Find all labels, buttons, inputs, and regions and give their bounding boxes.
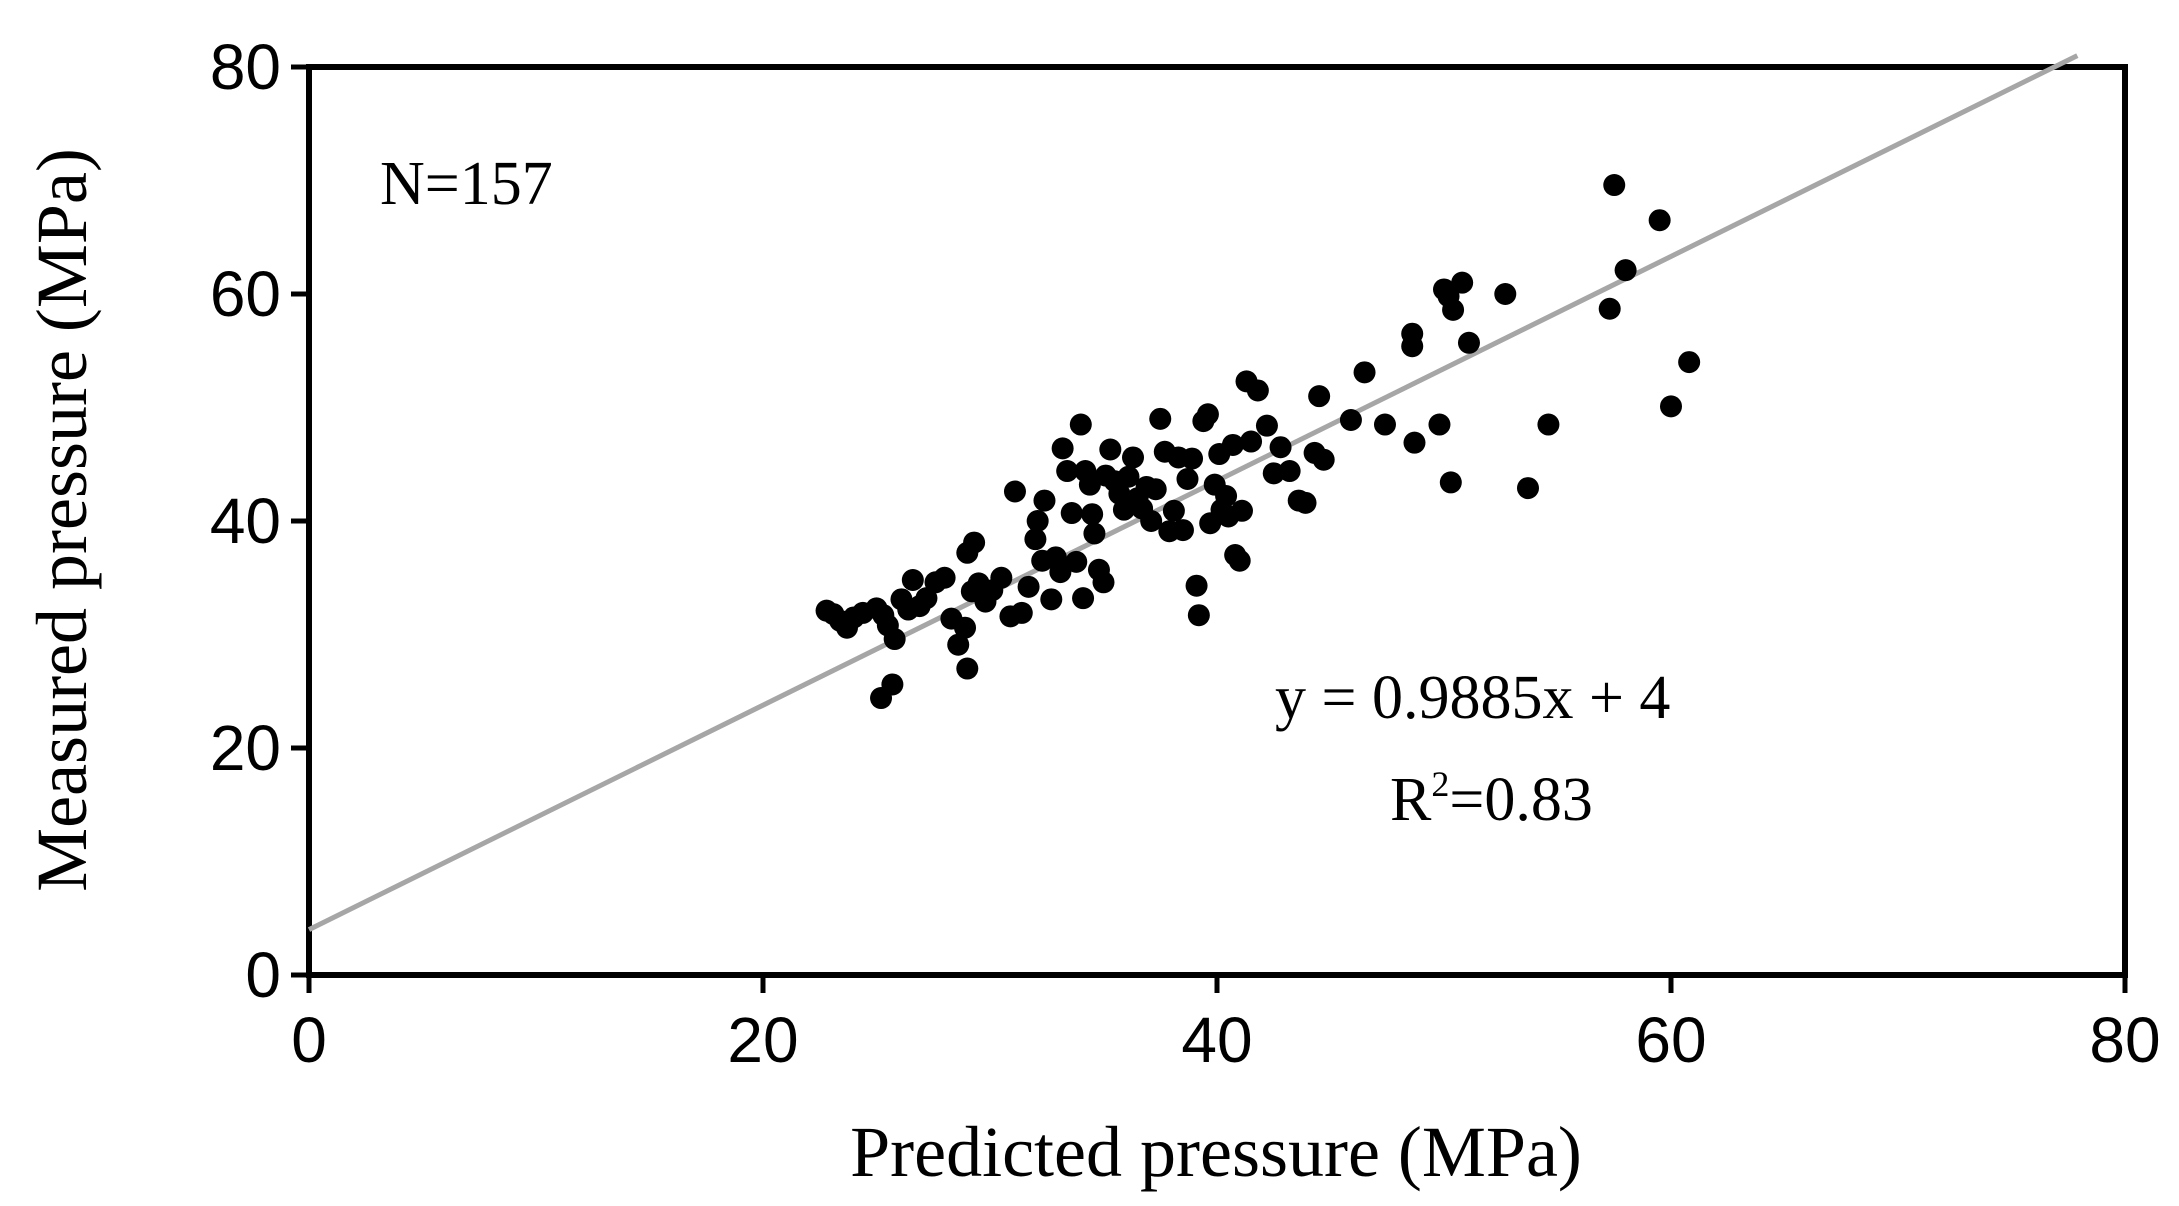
- scatter-point-121: [1678, 351, 1701, 374]
- scatter-point-45: [1065, 550, 1088, 573]
- scatter-point-120: [1660, 395, 1682, 418]
- y-tick-label: 80: [210, 31, 281, 103]
- scatter-point-114: [1516, 477, 1539, 500]
- scatter-point-26: [956, 657, 979, 680]
- scatter-point-51: [1083, 522, 1106, 545]
- fit-line-layer: [307, 53, 2079, 932]
- scatter-point-87: [1230, 499, 1253, 522]
- scatter-point-47: [1072, 587, 1095, 610]
- scatter-point-60: [1122, 446, 1145, 469]
- scatter-point-41: [1049, 561, 1072, 584]
- scatter-point-104: [1401, 335, 1424, 358]
- scatter-point-91: [1255, 414, 1278, 437]
- r-squared-exponent: 2: [1431, 764, 1449, 804]
- regression-fit-line: [307, 53, 2079, 932]
- scatter-point-42: [1051, 437, 1074, 460]
- scatter-point-43: [1056, 460, 1079, 483]
- scatter-point-119: [1648, 209, 1671, 232]
- scatter-point-84: [1221, 433, 1244, 456]
- scatter-point-111: [1451, 271, 1474, 294]
- scatter-point-116: [1598, 297, 1621, 320]
- scatter-point-100: [1339, 408, 1362, 431]
- scatter-point-66: [1149, 407, 1172, 430]
- scatter-point-89: [1240, 430, 1263, 453]
- r-squared-value: =0.83: [1449, 766, 1592, 834]
- scatter-point-15: [901, 569, 924, 592]
- scatter-point-73: [1181, 447, 1204, 470]
- scatter-point-106: [1428, 413, 1451, 436]
- regression-equation: y = 0.9885x + 4: [1275, 664, 1670, 732]
- scatter-point-32: [1003, 480, 1026, 503]
- scatter-point-72: [1176, 468, 1199, 491]
- scatter-point-86: [1228, 549, 1251, 572]
- scatter-point-93: [1269, 436, 1292, 459]
- scatter-point-34: [1017, 575, 1040, 598]
- y-tick-label: 0: [245, 939, 281, 1011]
- scatter-point-109: [1442, 298, 1465, 321]
- scatter-point-102: [1373, 413, 1396, 436]
- y-tick-label: 20: [210, 712, 281, 784]
- scatter-point-99: [1312, 448, 1335, 471]
- x-tick-label: 0: [291, 1004, 327, 1076]
- x-axis-title: Predicted pressure (MPa): [850, 1112, 1582, 1192]
- x-tick-label: 80: [2089, 1004, 2160, 1076]
- y-tick-label: 60: [210, 258, 281, 330]
- scatter-point-21: [947, 633, 970, 656]
- scatter-point-38: [1033, 489, 1056, 512]
- scatter-point-12: [881, 673, 904, 696]
- scatter-point-98: [1308, 385, 1331, 408]
- scatter-point-105: [1403, 431, 1426, 454]
- scatter-point-64: [1140, 510, 1163, 532]
- scatter-point-82: [1215, 485, 1238, 508]
- x-tick-label: 60: [1635, 1004, 1706, 1076]
- scatter-point-25: [963, 531, 986, 554]
- scatter-point-59: [1117, 465, 1140, 488]
- scatter-point-90: [1246, 379, 1269, 402]
- scatter-point-46: [1069, 413, 1092, 436]
- scatter-point-74: [1185, 574, 1208, 597]
- y-axis-title: Measured pressure (MPa): [22, 148, 102, 892]
- scatter-point-50: [1081, 503, 1104, 526]
- x-tick-label: 20: [727, 1004, 798, 1076]
- scatter-point-94: [1278, 460, 1301, 483]
- scatter-point-75: [1187, 604, 1210, 627]
- scatter-point-10: [883, 628, 906, 651]
- scatter-point-118: [1614, 259, 1637, 282]
- scatter-point-96: [1294, 491, 1317, 514]
- scatter-point-36: [1026, 510, 1049, 532]
- scatter-point-55: [1099, 438, 1122, 461]
- scatter-point-101: [1353, 361, 1376, 384]
- scatter-point-22: [954, 616, 977, 639]
- scatter-point-71: [1171, 519, 1194, 542]
- scatter-point-69: [1162, 499, 1185, 522]
- scatter-point-113: [1494, 283, 1517, 305]
- y-axis-ticks: 0 20 40 60 80: [210, 31, 309, 1011]
- scatter-point-110: [1439, 471, 1462, 494]
- scatter-point-117: [1603, 174, 1626, 197]
- scatter-point-33: [1010, 601, 1033, 624]
- sample-count-annotation: N=157: [380, 150, 553, 218]
- r-squared-symbol: R: [1390, 766, 1432, 834]
- scatter-point-39: [1040, 588, 1063, 611]
- scatter-point-30: [990, 566, 1013, 589]
- y-tick-label: 40: [210, 485, 281, 557]
- scatter-point-115: [1537, 413, 1560, 436]
- r-squared-annotation: R2=0.83: [1390, 764, 1593, 834]
- x-tick-label: 40: [1181, 1004, 1252, 1076]
- x-axis-ticks: 0 20 40 60 80: [291, 975, 2161, 1076]
- scatter-point-53: [1092, 571, 1115, 594]
- scatter-point-35: [1024, 528, 1047, 551]
- scatter-point-44: [1060, 502, 1083, 525]
- scatter-point-19: [933, 566, 956, 589]
- scatter-point-65: [1144, 478, 1167, 501]
- scatter-point-112: [1457, 331, 1480, 354]
- data-points-layer: [815, 174, 1701, 710]
- scatter-point-77: [1196, 403, 1219, 426]
